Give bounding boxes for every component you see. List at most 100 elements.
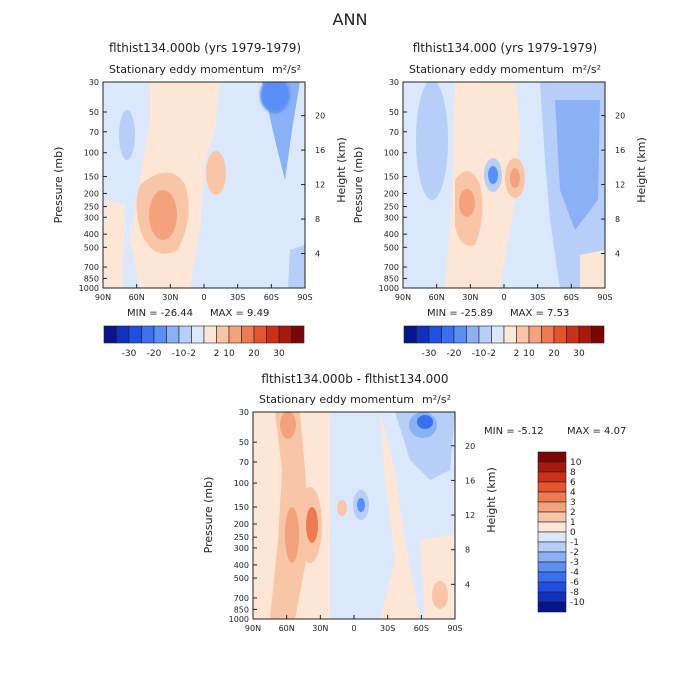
y-tick-label: 70: [239, 458, 249, 467]
y-tick-label: 50: [89, 108, 99, 117]
y-tick-label: 200: [384, 189, 399, 198]
panel-1-x-ticks: 90N 60N 30N 0 30S 60S 90S: [95, 284, 313, 302]
y-tick-label: 50: [239, 438, 249, 447]
colorbar-label: -10: [172, 349, 187, 359]
colorbar-swatch: [537, 501, 567, 513]
colorbar-label: 20: [548, 349, 560, 359]
colorbar-swatch: [537, 551, 567, 563]
panel-3-subtitle: Stationary eddy momentum m²/s²: [259, 393, 451, 406]
colorbar-label: -4: [570, 568, 579, 578]
y-tick-label: 50: [389, 108, 399, 117]
colorbar-swatch: [141, 325, 155, 344]
colorbar-label: -10: [570, 598, 585, 608]
x-tick-label: 30S: [380, 624, 395, 633]
colorbar-label: 8: [570, 468, 576, 478]
colorbar-swatch: [291, 325, 305, 344]
colorbar-swatch: [116, 325, 130, 344]
colorbar-swatch: [537, 591, 567, 603]
colorbar-swatch: [537, 571, 567, 583]
y-tick-label: 300: [84, 213, 99, 222]
panel-3-y-ticks-right: 20 16 12 8 4: [451, 442, 475, 589]
colorbar-swatch: [516, 325, 530, 344]
colorbar-swatch: [537, 511, 567, 523]
colorbar-swatch: [491, 325, 505, 344]
panel-2-title: flthist134.000 (yrs 1979-1979): [413, 41, 597, 55]
panel-1-y-ticks-right: 20 16 12 8 4: [301, 112, 325, 259]
colorbar-swatch: [537, 601, 567, 613]
y-tick-label: 150: [84, 173, 99, 182]
y-tick-label: 100: [234, 479, 249, 488]
colorbar-label: -8: [570, 588, 579, 598]
y-tick-label: 30: [389, 78, 399, 87]
y-tick-label: 850: [84, 274, 99, 283]
colorbar-swatch: [478, 325, 492, 344]
panel-1-ylabel-right: Height (km): [335, 137, 348, 203]
panel-1-title: flthist134.000b (yrs 1979-1979): [109, 41, 301, 55]
y-tick-label: 300: [234, 544, 249, 553]
colorbar-swatch: [578, 325, 592, 344]
colorbar-swatch: [537, 581, 567, 593]
y-right-tick-label: 12: [465, 511, 475, 520]
colorbar-swatch: [241, 325, 255, 344]
colorbar-swatch: [203, 325, 217, 344]
colorbar-swatch: [103, 325, 117, 344]
y-tick-label: 400: [384, 230, 399, 239]
x-tick-label: 0: [501, 293, 506, 302]
colorbar-label: 30: [273, 349, 285, 359]
colorbar-swatch: [537, 481, 567, 493]
y-tick-label: 150: [234, 503, 249, 512]
y-right-tick-label: 16: [315, 146, 325, 155]
y-right-tick-label: 20: [615, 112, 625, 121]
colorbar-swatch: [428, 325, 442, 344]
y-tick-label: 100: [84, 149, 99, 158]
y-tick-label: 700: [234, 594, 249, 603]
panel-1-subtitle: Stationary eddy momentum m²/s²: [109, 63, 301, 76]
colorbar-label: 1: [570, 518, 576, 528]
panel-1: flthist134.000b (yrs 1979-1979) Stationa…: [52, 41, 348, 319]
y-tick-label: 150: [384, 173, 399, 182]
x-tick-label: 60N: [129, 293, 145, 302]
x-tick-label: 0: [201, 293, 206, 302]
colorbar-swatch: [278, 325, 292, 344]
panel-3-ylabel: Pressure (mb): [202, 477, 215, 554]
colorbar-swatch: [553, 325, 567, 344]
colorbar-swatch: [166, 325, 180, 344]
y-right-tick-label: 20: [315, 112, 325, 121]
x-tick-label: 90S: [297, 293, 312, 302]
x-tick-label: 90N: [245, 624, 261, 633]
y-tick-label: 250: [234, 533, 249, 542]
colorbar-swatch: [537, 561, 567, 573]
x-tick-label: 90N: [395, 293, 411, 302]
y-tick-label: 700: [84, 263, 99, 272]
colorbar-swatch: [503, 325, 517, 344]
x-tick-label: 60S: [564, 293, 579, 302]
y-right-tick-label: 12: [315, 181, 325, 190]
colorbar-swatch: [128, 325, 142, 344]
colorbar-swatch: [441, 325, 455, 344]
y-right-tick-label: 4: [315, 250, 320, 259]
colorbar-swatch: [153, 325, 167, 344]
colorbar-swatch: [466, 325, 480, 344]
x-tick-label: 30S: [230, 293, 245, 302]
y-tick-label: 500: [84, 243, 99, 252]
colorbar-swatch: [537, 461, 567, 473]
colorbar-swatch: [537, 531, 567, 543]
y-right-tick-label: 20: [465, 442, 475, 451]
panel-2-min-label: MIN = -25.89: [427, 308, 493, 319]
panel-2-ylabel-right: Height (km): [635, 137, 648, 203]
panel-2: flthist134.000 (yrs 1979-1979) Stationar…: [352, 41, 648, 319]
panel-3-title: flthist134.000b - flthist134.000: [261, 372, 448, 386]
x-tick-label: 90S: [597, 293, 612, 302]
panel-2-max-label: MAX = 7.53: [510, 308, 569, 319]
y-tick-label: 200: [84, 189, 99, 198]
colorbar-label: -6: [570, 578, 579, 588]
colorbar-label: -2: [487, 349, 496, 359]
page-title: ANN: [333, 10, 368, 29]
y-tick-label: 200: [234, 520, 249, 529]
y-tick-label: 70: [389, 128, 399, 137]
colorbar-swatch: [537, 541, 567, 553]
panel-3-min-label: MIN = -5.12: [484, 426, 544, 437]
colorbar-label: -2: [570, 548, 579, 558]
y-right-tick-label: 12: [615, 181, 625, 190]
y-tick-label: 400: [84, 230, 99, 239]
